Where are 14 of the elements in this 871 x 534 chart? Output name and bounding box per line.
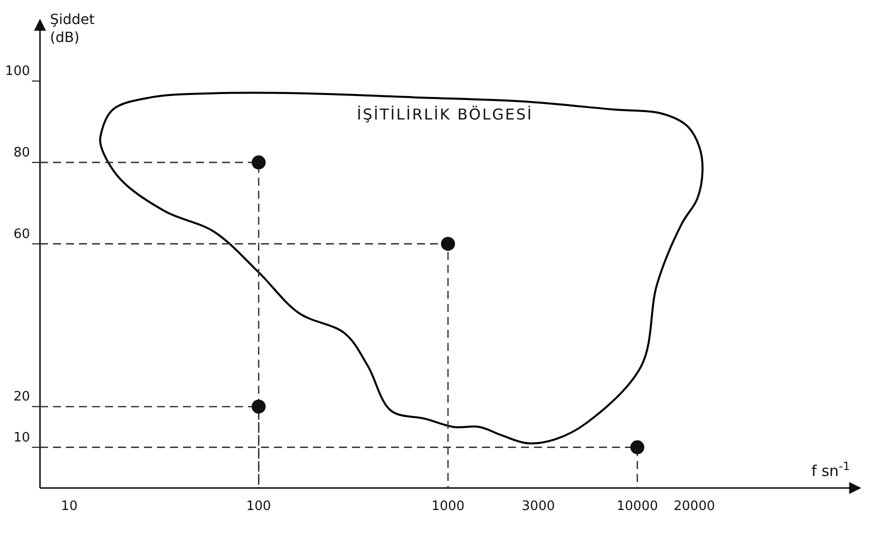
- x-tick-label: 1000: [431, 499, 465, 514]
- x-tick-label: 100: [246, 499, 272, 514]
- x-axis-title: f sn$^{-1}$: [811, 460, 850, 480]
- annotation: İŞİTİLİRLİK BÖLGESİ: [356, 106, 534, 124]
- y-tick-label: 80: [13, 145, 30, 160]
- x-tick-label: 10000: [616, 499, 658, 514]
- y-tick-label: 20: [13, 390, 30, 405]
- x-tick-label: 20000: [674, 499, 715, 514]
- x-tick-label: 10: [61, 499, 78, 514]
- y-tick-label: 60: [13, 226, 30, 242]
- x-tick-label: 3000: [522, 499, 555, 514]
- y-axis-title: Şiddet (dB): [50, 12, 96, 46]
- y-tick-label: 10: [13, 430, 30, 446]
- y-tick-label: 100: [5, 64, 30, 80]
